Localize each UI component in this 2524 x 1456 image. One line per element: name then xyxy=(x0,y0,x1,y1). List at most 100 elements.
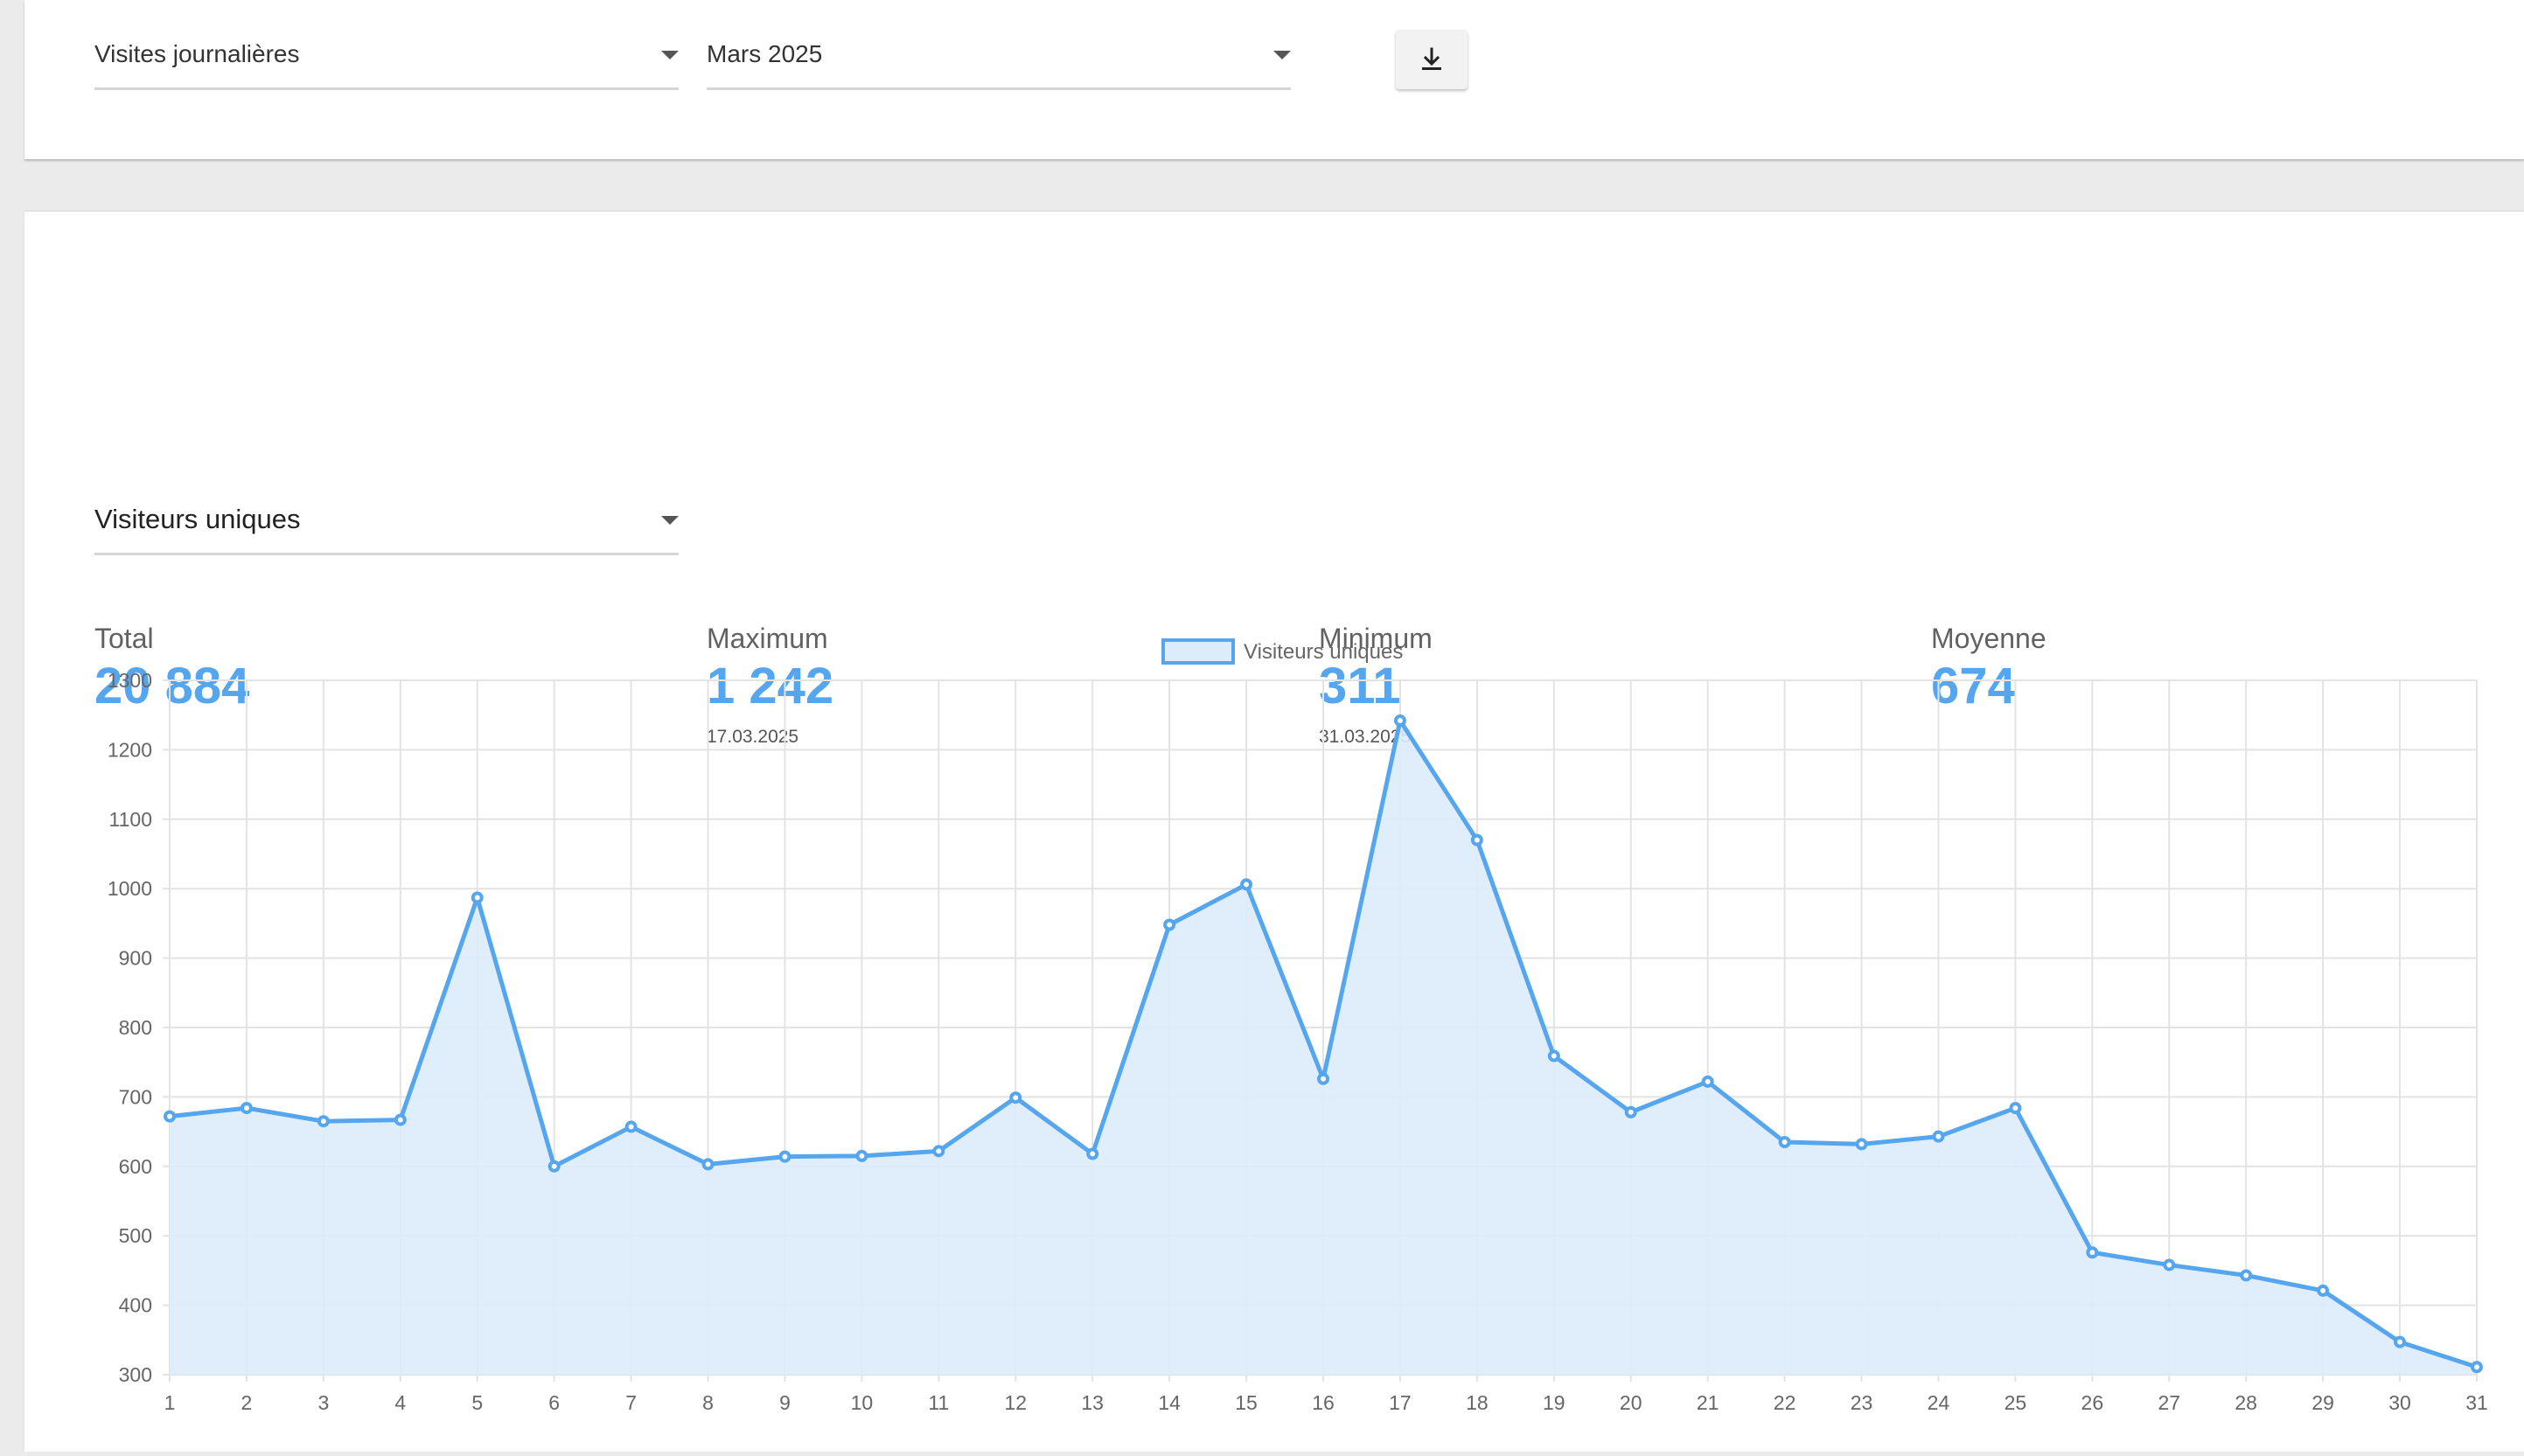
x-tick-label: 5 xyxy=(471,1391,483,1414)
chevron-down-icon xyxy=(1273,51,1291,59)
x-tick-label: 4 xyxy=(394,1391,406,1414)
stat-average: Moyenne 674 xyxy=(1931,623,2524,714)
data-point xyxy=(394,1113,407,1126)
x-tick-label: 14 xyxy=(1158,1391,1181,1414)
metric-select[interactable]: Visites journalières xyxy=(94,28,679,90)
data-point xyxy=(2163,1258,2176,1271)
data-point xyxy=(932,1145,945,1158)
x-tick-label: 24 xyxy=(1928,1391,1950,1414)
stat-minimum: Minimum 311 31.03.2025 xyxy=(1319,623,1914,748)
data-point xyxy=(240,1102,253,1115)
stats-card: Visiteurs uniques Total 20 884 Maximum 1… xyxy=(24,212,2524,1452)
data-point xyxy=(1547,1049,1560,1062)
data-point xyxy=(1393,714,1406,728)
chart-container: 300 400 500 600 700 800 900 1000 1100 1200 1300 1 2 3… xyxy=(24,212,2524,1456)
data-point xyxy=(1855,1138,1868,1151)
data-point xyxy=(2086,1246,2099,1259)
stat-maximum-date: 17.03.2025 xyxy=(707,727,799,747)
x-tick-label: 23 xyxy=(1851,1391,1873,1414)
period-select[interactable]: Mars 2025 xyxy=(707,28,1291,90)
legend-label: Visiteurs uniques xyxy=(1244,640,1403,664)
metric-select-value: Visites journalières xyxy=(94,40,300,67)
data-point xyxy=(1778,1136,1791,1149)
data-point xyxy=(2394,1335,2407,1348)
data-point xyxy=(855,1149,868,1162)
period-select-value: Mars 2025 xyxy=(707,40,823,67)
stat-minimum-label: Minimum xyxy=(1319,623,1433,654)
download-icon xyxy=(1422,47,1441,70)
x-tick-label: 18 xyxy=(1466,1391,1489,1414)
x-tick-label: 28 xyxy=(2235,1391,2257,1414)
data-point xyxy=(1009,1091,1022,1104)
x-tick-label: 26 xyxy=(2081,1391,2104,1414)
x-tick-label: 31 xyxy=(2465,1391,2488,1414)
data-point xyxy=(317,1115,330,1128)
x-tick-label: 17 xyxy=(1389,1391,1412,1414)
x-tick-label: 3 xyxy=(317,1391,329,1414)
chevron-down-icon xyxy=(661,51,679,59)
data-point xyxy=(778,1150,791,1163)
stat-maximum: Maximum 1 242 17.03.2025 xyxy=(707,623,1301,748)
y-tick-label: 1300 xyxy=(108,669,152,692)
series-area xyxy=(170,721,2477,1375)
x-tick-label: 8 xyxy=(702,1391,714,1414)
data-point xyxy=(164,1110,176,1123)
stat-total-label: Total xyxy=(94,623,154,654)
x-tick-label: 11 xyxy=(928,1391,949,1414)
data-point xyxy=(547,1160,561,1173)
data-point xyxy=(1163,918,1176,931)
data-point xyxy=(1317,1072,1329,1085)
x-tick-label: 2 xyxy=(241,1391,253,1414)
y-tick-label: 500 xyxy=(119,1224,152,1247)
y-tick-label: 300 xyxy=(119,1363,152,1386)
x-tick-label: 22 xyxy=(1774,1391,1796,1414)
data-point xyxy=(1701,1075,1714,1088)
y-tick-label: 800 xyxy=(119,1016,152,1039)
data-point xyxy=(1470,833,1483,846)
x-tick-label: 16 xyxy=(1312,1391,1335,1414)
stat-total-value: 20 884 xyxy=(94,658,250,714)
stat-maximum-label: Maximum xyxy=(707,623,828,654)
stat-maximum-value: 1 242 xyxy=(707,658,834,714)
data-point xyxy=(624,1120,638,1133)
x-tick-label: 13 xyxy=(1081,1391,1104,1414)
y-tick-label: 1100 xyxy=(109,808,152,831)
y-tick-label: 1000 xyxy=(108,877,152,900)
data-point xyxy=(1086,1147,1099,1160)
x-tick-label: 6 xyxy=(548,1391,560,1414)
y-tick-label: 700 xyxy=(119,1085,152,1108)
y-tick-label: 400 xyxy=(119,1294,152,1317)
y-tick-label: 600 xyxy=(119,1155,152,1178)
stat-total: Total 20 884 xyxy=(94,623,689,714)
data-point xyxy=(701,1158,715,1171)
x-tick-label: 7 xyxy=(625,1391,637,1414)
series-select[interactable]: Visiteurs uniques xyxy=(94,493,679,555)
x-tick-label: 10 xyxy=(851,1391,874,1414)
stat-average-label: Moyenne xyxy=(1931,623,2046,654)
stat-minimum-value: 311 xyxy=(1319,658,1401,714)
x-tick-label: 20 xyxy=(1620,1391,1642,1414)
filters-card: Visites journalières Mars 2025 xyxy=(24,0,2524,159)
x-tick-label: 30 xyxy=(2388,1391,2411,1414)
x-tick-label: 9 xyxy=(779,1391,791,1414)
series-select-value: Visiteurs uniques xyxy=(94,504,301,534)
legend-swatch xyxy=(1161,638,1235,665)
data-point xyxy=(1932,1130,1945,1143)
download-button[interactable] xyxy=(1396,30,1468,89)
data-point xyxy=(2240,1269,2253,1282)
x-tick-label: 1 xyxy=(164,1391,176,1414)
data-point xyxy=(2009,1102,2022,1115)
data-point xyxy=(2317,1284,2330,1297)
x-tick-label: 15 xyxy=(1235,1391,1258,1414)
data-point xyxy=(1240,878,1253,891)
y-tick-label: 1200 xyxy=(108,738,152,761)
x-tick-label: 27 xyxy=(2158,1391,2180,1414)
y-tick-label: 900 xyxy=(119,947,152,970)
stat-average-value: 674 xyxy=(1931,658,2016,714)
x-tick-label: 25 xyxy=(2005,1391,2027,1414)
data-point xyxy=(2471,1361,2483,1374)
data-point xyxy=(471,891,484,904)
data-point xyxy=(1624,1105,1637,1118)
chevron-down-icon xyxy=(661,516,679,525)
